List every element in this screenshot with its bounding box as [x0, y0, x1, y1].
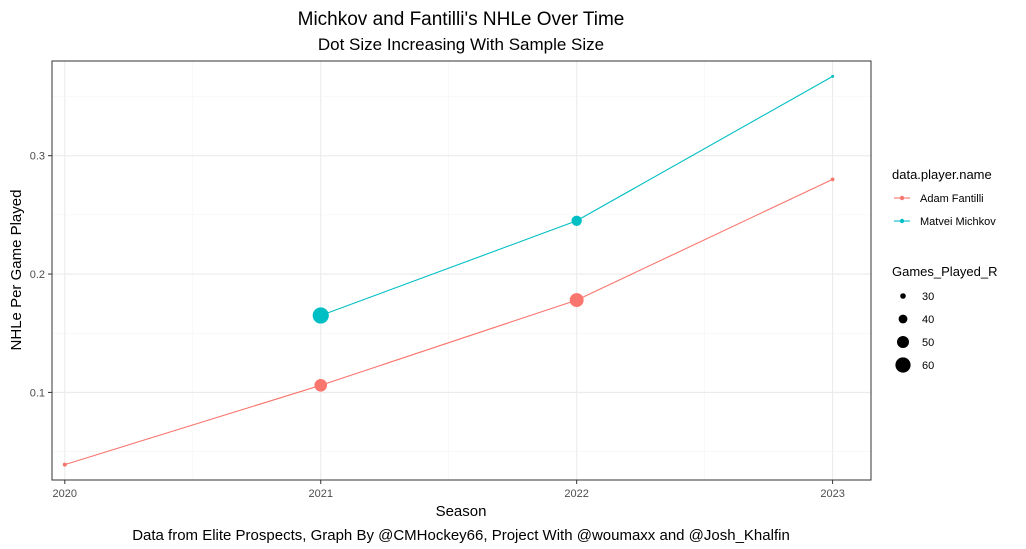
legend-item-adam-fantilli: Adam Fantilli — [894, 193, 984, 205]
size-legend-item: 60 — [895, 357, 934, 373]
x-tick-label: 2020 — [53, 488, 77, 500]
x-axis-title: Season — [436, 503, 487, 520]
size-legend-dot — [898, 314, 908, 324]
size-legend-label: 30 — [922, 291, 934, 303]
legend-item-matvei-michkov: Matvei Michkov — [894, 216, 996, 228]
data-point-matvei-michkov — [571, 215, 582, 226]
color-legend-title: data.player.name — [892, 167, 992, 182]
x-axis: 2020 2021 2022 2023 — [53, 480, 845, 500]
data-point-adam-fantilli — [314, 378, 328, 392]
plot-panel — [51, 60, 872, 481]
legend: data.player.name Adam Fantilli Matvei Mic… — [892, 167, 998, 373]
series-layer — [62, 74, 835, 467]
size-legend-dot — [900, 293, 906, 299]
data-point-adam-fantilli — [830, 177, 835, 182]
data-point-matvei-michkov — [831, 74, 835, 78]
data-point-adam-fantilli — [62, 462, 67, 467]
size-legend-dot — [895, 357, 911, 373]
chart-caption: Data from Elite Prospects, Graph By @CMH… — [132, 527, 790, 544]
plot-background — [52, 61, 871, 480]
y-axis: 0.1 0.2 0.3 — [30, 151, 52, 399]
y-tick-label: 0.3 — [30, 151, 45, 163]
chart-subtitle: Dot Size Increasing With Sample Size — [318, 35, 604, 54]
size-legend: 30 40 50 60 — [895, 291, 934, 373]
size-legend-title: Games_Played_R — [892, 264, 998, 279]
size-legend-item: 50 — [897, 336, 934, 349]
x-tick-label: 2022 — [564, 488, 588, 500]
y-tick-label: 0.1 — [30, 387, 45, 399]
x-tick-label: 2021 — [308, 488, 332, 500]
size-legend-label: 40 — [922, 314, 934, 326]
size-legend-label: 60 — [922, 360, 934, 372]
y-tick-label: 0.2 — [30, 269, 45, 281]
legend-label: Matvei Michkov — [920, 216, 996, 228]
size-legend-dot — [897, 336, 909, 348]
plot-border — [51, 60, 872, 481]
gridlines — [52, 61, 871, 480]
size-legend-item: 40 — [898, 314, 934, 326]
legend-label: Adam Fantilli — [920, 193, 984, 205]
size-legend-label: 50 — [922, 337, 934, 349]
legend-key-dot — [899, 195, 905, 201]
series-line-adam-fantilli — [64, 178, 833, 466]
data-point-adam-fantilli — [569, 293, 584, 308]
x-tick-label: 2023 — [820, 488, 844, 500]
size-legend-item: 30 — [900, 291, 934, 303]
chart-title: Michkov and Fantilli's NHLe Over Time — [298, 9, 625, 30]
data-point-matvei-michkov — [312, 307, 329, 324]
legend-key-dot — [899, 218, 905, 224]
y-axis-title: NHLe Per Game Played — [8, 190, 25, 351]
color-legend: Adam Fantilli Matvei Michkov — [894, 193, 996, 228]
